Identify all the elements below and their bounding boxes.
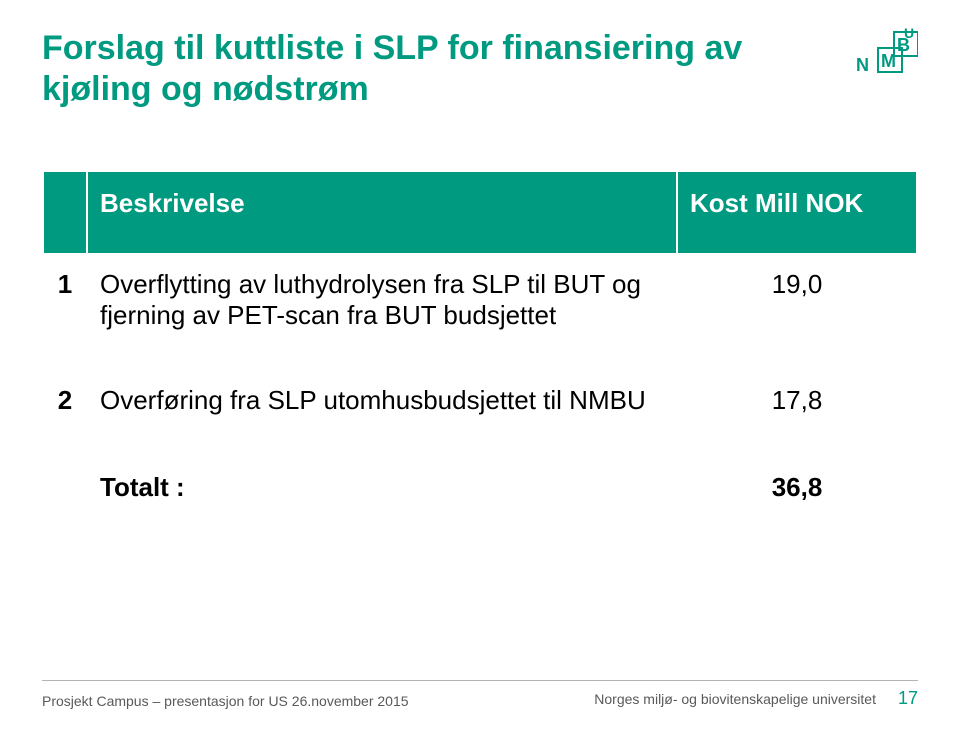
footer-right: Norges miljø- og biovitenskapelige unive…	[594, 691, 876, 707]
logo-m: M	[881, 51, 896, 71]
table-row: 2 Overføring fra SLP utomhusbudsjettet t…	[43, 370, 917, 455]
table-row: 1 Overflytting av luthydrolysen fra SLP …	[43, 254, 917, 370]
slide-title: Forslag til kuttliste i SLP for finansie…	[42, 28, 820, 110]
page-number: 17	[898, 688, 918, 709]
row-cost: 17,8	[677, 370, 917, 455]
table-total-row: Totalt : 36,8	[43, 455, 917, 534]
row-idx: 1	[43, 254, 87, 370]
slide-footer: Prosjekt Campus – presentasjon for US 26…	[42, 688, 918, 709]
row-cost: 19,0	[677, 254, 917, 370]
footer-divider	[42, 680, 918, 681]
row-desc: Overflytting av luthydrolysen fra SLP ti…	[87, 254, 677, 370]
total-value: 36,8	[677, 455, 917, 534]
total-idx	[43, 455, 87, 534]
row-idx: 2	[43, 370, 87, 455]
col-idx-header	[43, 171, 87, 254]
col-desc-header: Beskrivelse	[87, 171, 677, 254]
total-label: Totalt :	[87, 455, 677, 534]
col-cost-header: Kost Mill NOK	[677, 171, 917, 254]
logo-n: N	[856, 55, 869, 75]
nmbu-logo: N M B U	[840, 28, 918, 91]
footer-left: Prosjekt Campus – presentasjon for US 26…	[42, 693, 409, 709]
row-desc: Overføring fra SLP utomhusbudsjettet til…	[87, 370, 677, 455]
logo-u: U	[904, 28, 914, 41]
table-header-row: Beskrivelse Kost Mill NOK	[43, 171, 917, 254]
cost-table: Beskrivelse Kost Mill NOK 1 Overflytting…	[42, 170, 918, 535]
